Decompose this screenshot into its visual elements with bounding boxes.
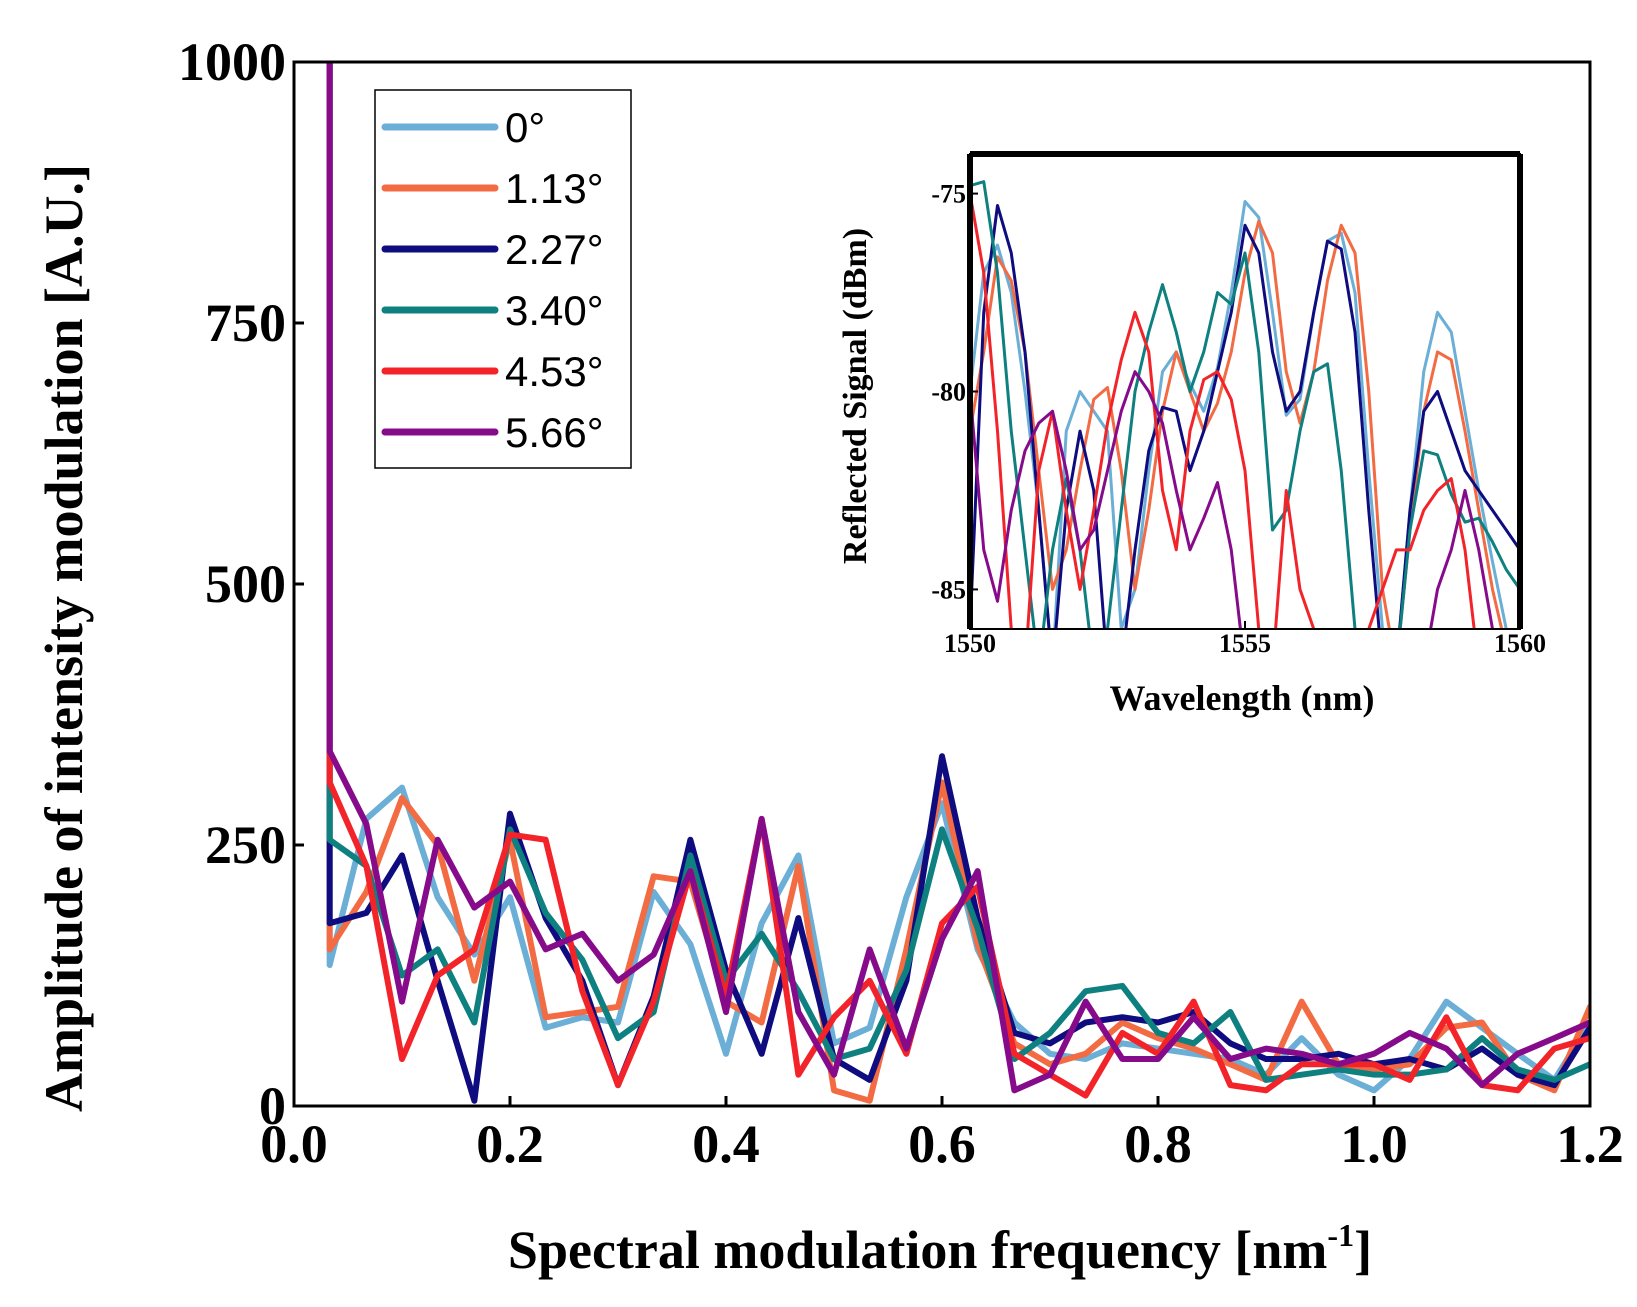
y-tick-label: 1000 — [178, 32, 286, 92]
x-tick-label: 0.2 — [476, 1114, 544, 1174]
inset-y-tick-label: -80 — [931, 378, 966, 407]
inset-y-tick-label: -85 — [931, 575, 966, 604]
series-line-0 — [326, 62, 1590, 1094]
inset-plot: 1550 1555 1560 -75 -80 -85 — [931, 151, 1546, 658]
y-axis-label: Amplitude of intensity modulation [A.U.] — [34, 164, 94, 1112]
inset-series-line-5 — [970, 370, 1495, 629]
legend: 0° 1.13° 2.27° 3.40° 4.53° 5.66° — [374, 89, 632, 469]
inset-x-tick-label: 1550 — [944, 629, 996, 658]
x-tick-label: 1.2 — [1556, 1114, 1624, 1174]
inset-x-axis-label: Wavelength (nm) — [1110, 678, 1375, 718]
legend-label-2: 2.27° — [505, 226, 604, 273]
main-series-group — [326, 62, 1590, 1104]
y-tick-label: 0 — [259, 1076, 286, 1136]
inset-x-tick-label: 1555 — [1219, 629, 1271, 658]
x-tick-label: 0.6 — [908, 1114, 976, 1174]
inset-series-group — [970, 180, 1520, 629]
inset-series-line-2 — [970, 203, 1520, 629]
y-tick-label: 500 — [205, 554, 286, 614]
x-axis-label: Spectral modulation frequency [nm-1] — [508, 1217, 1372, 1280]
y-tick-label: 250 — [205, 815, 286, 875]
series-line-5 — [326, 62, 1590, 1094]
inset-series-line-3 — [970, 180, 1520, 629]
inset-y-axis-label: Reflected Signal (dBm) — [837, 228, 874, 564]
legend-label-5: 5.66° — [505, 409, 604, 456]
series-line-4 — [326, 62, 1590, 1099]
series-line-3 — [326, 62, 1590, 1083]
main-plot: 0.0 0.2 0.4 0.6 0.8 1.0 1.2 0 250 500 750 1000 — [178, 32, 1624, 1174]
legend-box — [374, 89, 632, 469]
legend-label-4: 4.53° — [505, 348, 604, 395]
legend-label-3: 3.40° — [505, 287, 604, 334]
inset-x-tick-label: 1560 — [1494, 629, 1546, 658]
x-tick-label: 0.4 — [692, 1114, 760, 1174]
x-tick-label: 1.0 — [1340, 1114, 1408, 1174]
x-tick-label: 0.0 — [260, 1114, 328, 1174]
legend-label-0: 0° — [505, 104, 545, 151]
x-tick-label: 0.8 — [1124, 1114, 1192, 1174]
y-tick-label: 750 — [205, 293, 286, 353]
inset-series-line-0 — [970, 200, 1508, 629]
legend-label-1: 1.13° — [505, 165, 604, 212]
inset-series-line-4 — [970, 192, 1476, 629]
inset-y-tick-label: -75 — [931, 180, 966, 209]
